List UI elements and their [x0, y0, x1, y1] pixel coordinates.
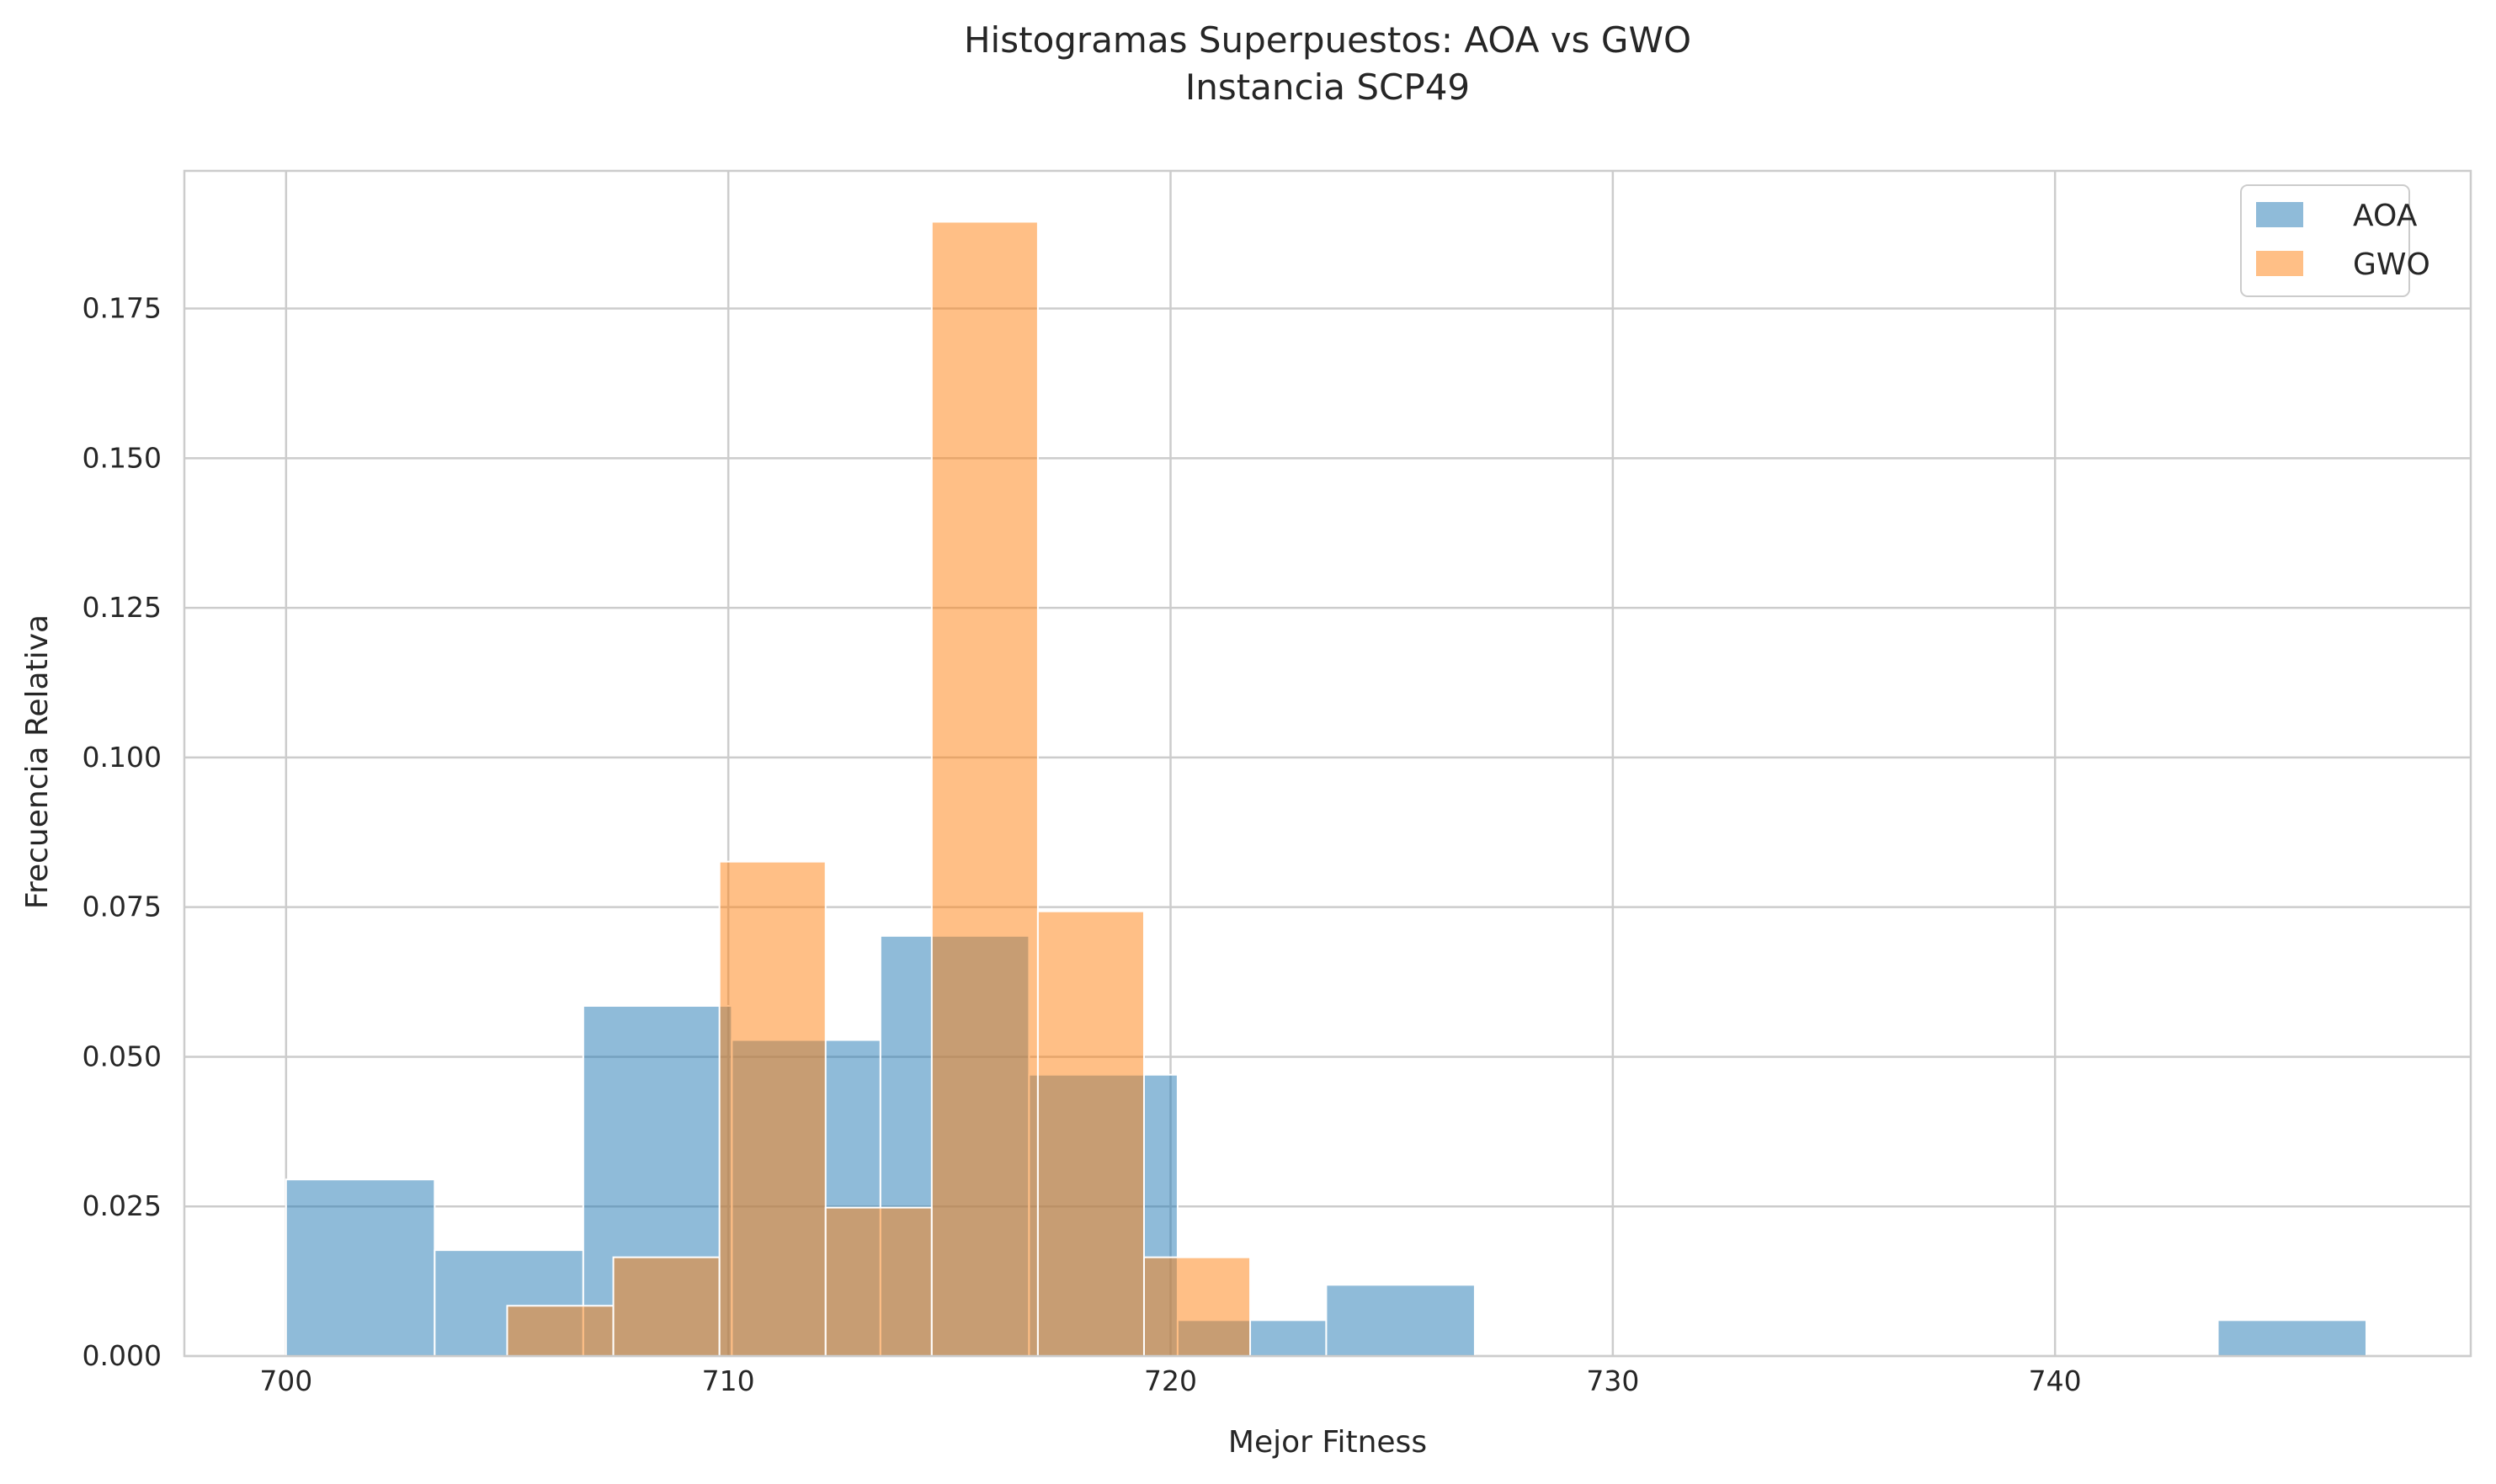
bar-gwo: [930, 221, 1039, 1357]
bar-aoa: [285, 1178, 436, 1357]
legend: AOA GWO: [2240, 184, 2430, 297]
bar-gwo: [718, 860, 827, 1357]
y-tick-label: 0.100: [82, 741, 162, 774]
y-tick-label: 0.150: [82, 441, 162, 474]
x-tick-label: 710: [702, 1364, 755, 1397]
x-tick-label: 700: [259, 1364, 312, 1397]
y-tick-label: 0.050: [82, 1040, 162, 1072]
chart-title: Histogramas Superpuestos: AOA vs GWO: [964, 19, 1691, 61]
bar-gwo: [1036, 910, 1145, 1357]
y-tick-label: 0.025: [82, 1189, 162, 1222]
y-axis-label: Frecuencia Relativa: [20, 614, 55, 909]
bar-aoa: [2217, 1319, 2368, 1358]
legend-swatch-gwo: [2256, 251, 2303, 276]
x-tick-label: 740: [2029, 1364, 2082, 1397]
tick-labels: 700 710 720 730 740 0.000 0.025 0.050 0.075 0.100…: [82, 292, 2082, 1397]
legend-swatch-aoa: [2256, 202, 2303, 227]
x-tick-label: 730: [1586, 1364, 1639, 1397]
bar-gwo: [824, 1206, 933, 1357]
x-axis-label: Mejor Fitness: [1228, 1425, 1427, 1460]
x-tick-label: 720: [1144, 1364, 1197, 1397]
y-tick-label: 0.075: [82, 891, 162, 923]
y-tick-label: 0.175: [82, 292, 162, 325]
bar-gwo: [1142, 1256, 1252, 1357]
chart-subtitle: Instancia SCP49: [1185, 66, 1470, 108]
y-tick-label: 0.125: [82, 591, 162, 624]
bar-aoa: [1325, 1284, 1476, 1358]
legend-label-aoa: AOA: [2353, 199, 2418, 233]
bar-gwo: [612, 1256, 721, 1357]
grid-lines: [184, 171, 2471, 1358]
legend-label-gwo: GWO: [2353, 247, 2430, 282]
histogram-bars: [285, 221, 2368, 1358]
plot-frame: [183, 169, 2472, 1358]
y-tick-label: 0.000: [82, 1339, 162, 1372]
bar-gwo: [506, 1305, 615, 1358]
